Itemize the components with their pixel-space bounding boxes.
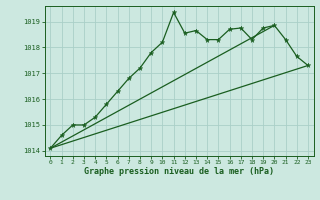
X-axis label: Graphe pression niveau de la mer (hPa): Graphe pression niveau de la mer (hPa) [84,167,274,176]
